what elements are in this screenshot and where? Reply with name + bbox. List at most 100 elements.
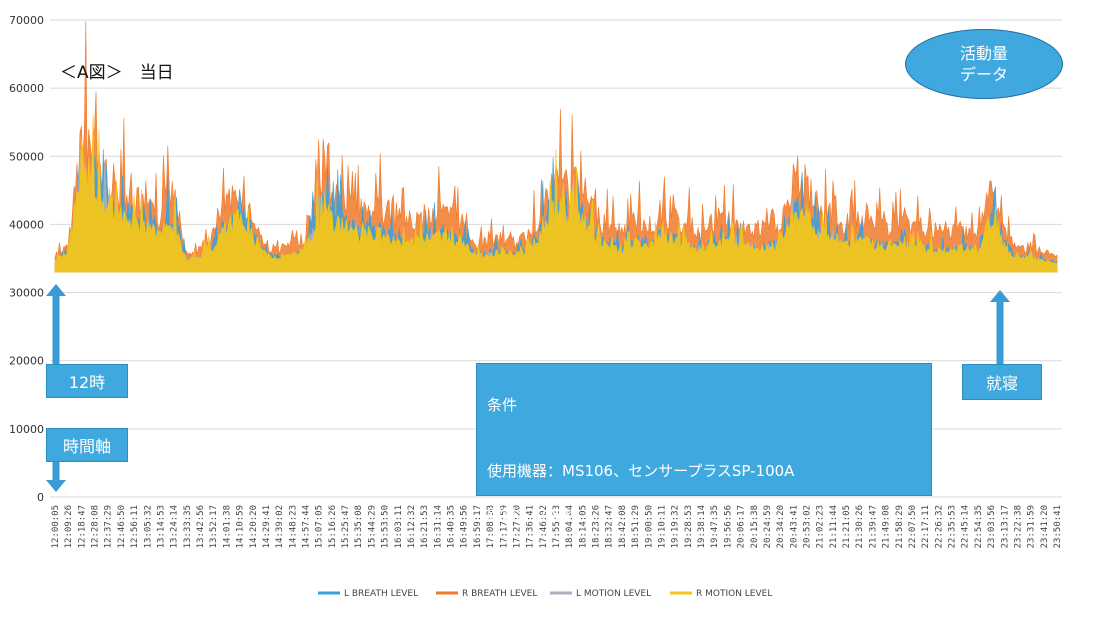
x-tick-label: 23:13:17	[1000, 505, 1010, 548]
x-tick-label: 14:10:59	[236, 505, 246, 548]
x-tick-label: 16:12:32	[407, 505, 417, 548]
x-tick-label: 18:51:29	[631, 505, 641, 548]
time-axis-callout: 時間軸	[46, 428, 128, 462]
legend: L BREATH LEVEL R BREATH LEVEL L MOTION LEV…	[318, 589, 772, 599]
x-tick-label: 18:14:05	[578, 505, 588, 548]
x-tick-label: 18:32:47	[605, 505, 615, 548]
x-tick-label: 16:21:53	[420, 505, 430, 548]
x-tick-label: 23:31:59	[1027, 505, 1037, 548]
x-tick-label: 18:23:26	[592, 505, 602, 548]
x-tick-label: 15:25:47	[341, 505, 351, 548]
x-tick-label: 21:58:29	[895, 505, 905, 548]
y-tick-label: 40000	[9, 218, 44, 231]
x-tick-label: 19:56:56	[723, 505, 733, 548]
x-tick-label: 13:42:56	[196, 505, 206, 548]
x-tick-label: 14:39:02	[275, 505, 285, 548]
x-tick-label: 22:54:35	[974, 505, 984, 548]
series-group	[54, 21, 1058, 273]
conditions-line-distance: 距離: 2.5m	[487, 506, 576, 524]
x-tick-label: 20:15:38	[750, 505, 760, 548]
legend-label: L MOTION LEVEL	[576, 589, 651, 599]
x-tick-label: 20:06:17	[737, 505, 747, 548]
x-tick-label: 13:33:35	[183, 505, 193, 548]
x-tick-label: 22:35:53	[948, 505, 958, 548]
x-tick-label: 19:47:35	[710, 505, 720, 548]
x-tick-label: 17:17:59	[499, 505, 509, 548]
x-tick-label: 16:49:56	[460, 505, 470, 548]
x-tick-label: 15:16:26	[328, 505, 338, 548]
x-tick-label: 13:52:17	[209, 505, 219, 548]
x-tick-label: 22:17:11	[921, 505, 931, 548]
noon-callout: 12時	[46, 364, 128, 398]
x-tick-label: 15:53:50	[381, 505, 391, 548]
x-tick-label: 13:24:14	[170, 505, 180, 548]
y-tick-label: 50000	[9, 150, 44, 163]
y-tick-label: 0	[37, 491, 44, 504]
x-tick-label: 19:19:32	[671, 505, 681, 548]
x-tick-label: 16:59:17	[473, 505, 483, 548]
y-tick-label: 10000	[9, 423, 44, 436]
x-tick-label: 14:57:44	[302, 505, 312, 548]
x-tick-label: 23:41:20	[1040, 505, 1050, 548]
x-tick-label: 18:04:44	[565, 505, 575, 548]
y-tick-label: 70000	[9, 14, 44, 27]
series-area-r-motion-level	[54, 114, 1058, 273]
legend-label: R MOTION LEVEL	[696, 589, 772, 599]
conditions-title: 条件	[487, 396, 518, 414]
x-tick-label: 23:50:41	[1053, 505, 1063, 548]
bedtime-callout: 就寝	[962, 364, 1042, 400]
x-tick-label: 19:00:50	[644, 505, 654, 548]
x-tick-label: 17:36:41	[526, 505, 536, 548]
x-tick-label: 16:31:14	[433, 505, 443, 548]
x-tick-label: 17:27:20	[512, 505, 522, 548]
x-tick-label: 21:21:05	[842, 505, 852, 548]
x-tick-label: 12:09:26	[64, 505, 74, 548]
x-tick-label: 15:07:05	[315, 505, 325, 548]
x-tick-label: 13:14:53	[156, 505, 166, 548]
x-tick-label: 21:11:44	[829, 505, 839, 548]
y-tick-label: 30000	[9, 287, 44, 300]
activity-data-text: 活動量 データ	[959, 44, 1008, 84]
conditions-box: 条件 使用機器：MS106、センサープラスSP-100A 距離: 2.5m 対象…	[476, 363, 932, 568]
x-tick-label: 13:05:32	[143, 505, 153, 548]
x-tick-label: 21:30:26	[855, 505, 865, 548]
x-tick-label: 12:00:05	[51, 505, 61, 548]
x-tick-label: 17:55:23	[552, 505, 562, 548]
x-tick-label: 14:20:20	[249, 505, 259, 548]
x-tick-label: 23:03:56	[987, 505, 997, 548]
y-tick-label: 20000	[9, 355, 44, 368]
x-tick-label: 22:07:50	[908, 505, 918, 548]
x-tick-label: 12:28:08	[91, 505, 101, 548]
x-tick-label: 20:24:59	[763, 505, 773, 548]
activity-data-label: 活動量 データ	[905, 29, 1063, 99]
x-tick-label: 15:44:29	[367, 505, 377, 548]
x-tick-label: 12:46:50	[117, 505, 127, 548]
x-tick-label: 19:10:11	[657, 505, 667, 548]
legend-label: R BREATH LEVEL	[462, 589, 537, 599]
x-tick-label: 14:01:38	[222, 505, 232, 548]
legend-label: L BREATH LEVEL	[344, 589, 418, 599]
x-tick-label: 17:46:02	[539, 505, 549, 548]
x-tick-label: 12:56:11	[130, 505, 140, 548]
x-tick-label: 21:39:47	[868, 505, 878, 548]
callout-arrows	[46, 284, 1010, 492]
x-tick-label: 20:53:02	[803, 505, 813, 548]
x-tick-label: 12:18:47	[77, 505, 87, 548]
x-tick-label: 23:22:38	[1013, 505, 1023, 548]
conditions-line-device: 使用機器：MS106、センサープラスSP-100A	[487, 462, 795, 480]
y-tick-labels: 0 10000 20000 30000 40000 50000 60000 70000	[9, 14, 44, 504]
x-tick-label: 22:26:32	[934, 505, 944, 548]
noon-callout-text: 12時	[68, 373, 106, 392]
x-tick-label: 16:03:11	[394, 505, 404, 548]
conditions-line-subject: 対象者: 健常者	[487, 550, 587, 568]
x-tick-label: 22:45:14	[961, 505, 971, 548]
x-tick-label: 18:42:08	[618, 505, 628, 548]
x-tick-label: 20:43:41	[789, 505, 799, 548]
chart-title-annotation: ＜A図＞ 当日	[60, 63, 174, 83]
y-tick-label: 60000	[9, 82, 44, 95]
x-tick-labels: 12:00:05 12:09:26 12:18:47 12:28:08 12:37:29…	[51, 505, 1063, 548]
bedtime-callout-text: 就寝	[985, 374, 1018, 393]
x-tick-label: 17:08:38	[486, 505, 496, 548]
x-tick-label: 12:37:29	[104, 505, 114, 548]
